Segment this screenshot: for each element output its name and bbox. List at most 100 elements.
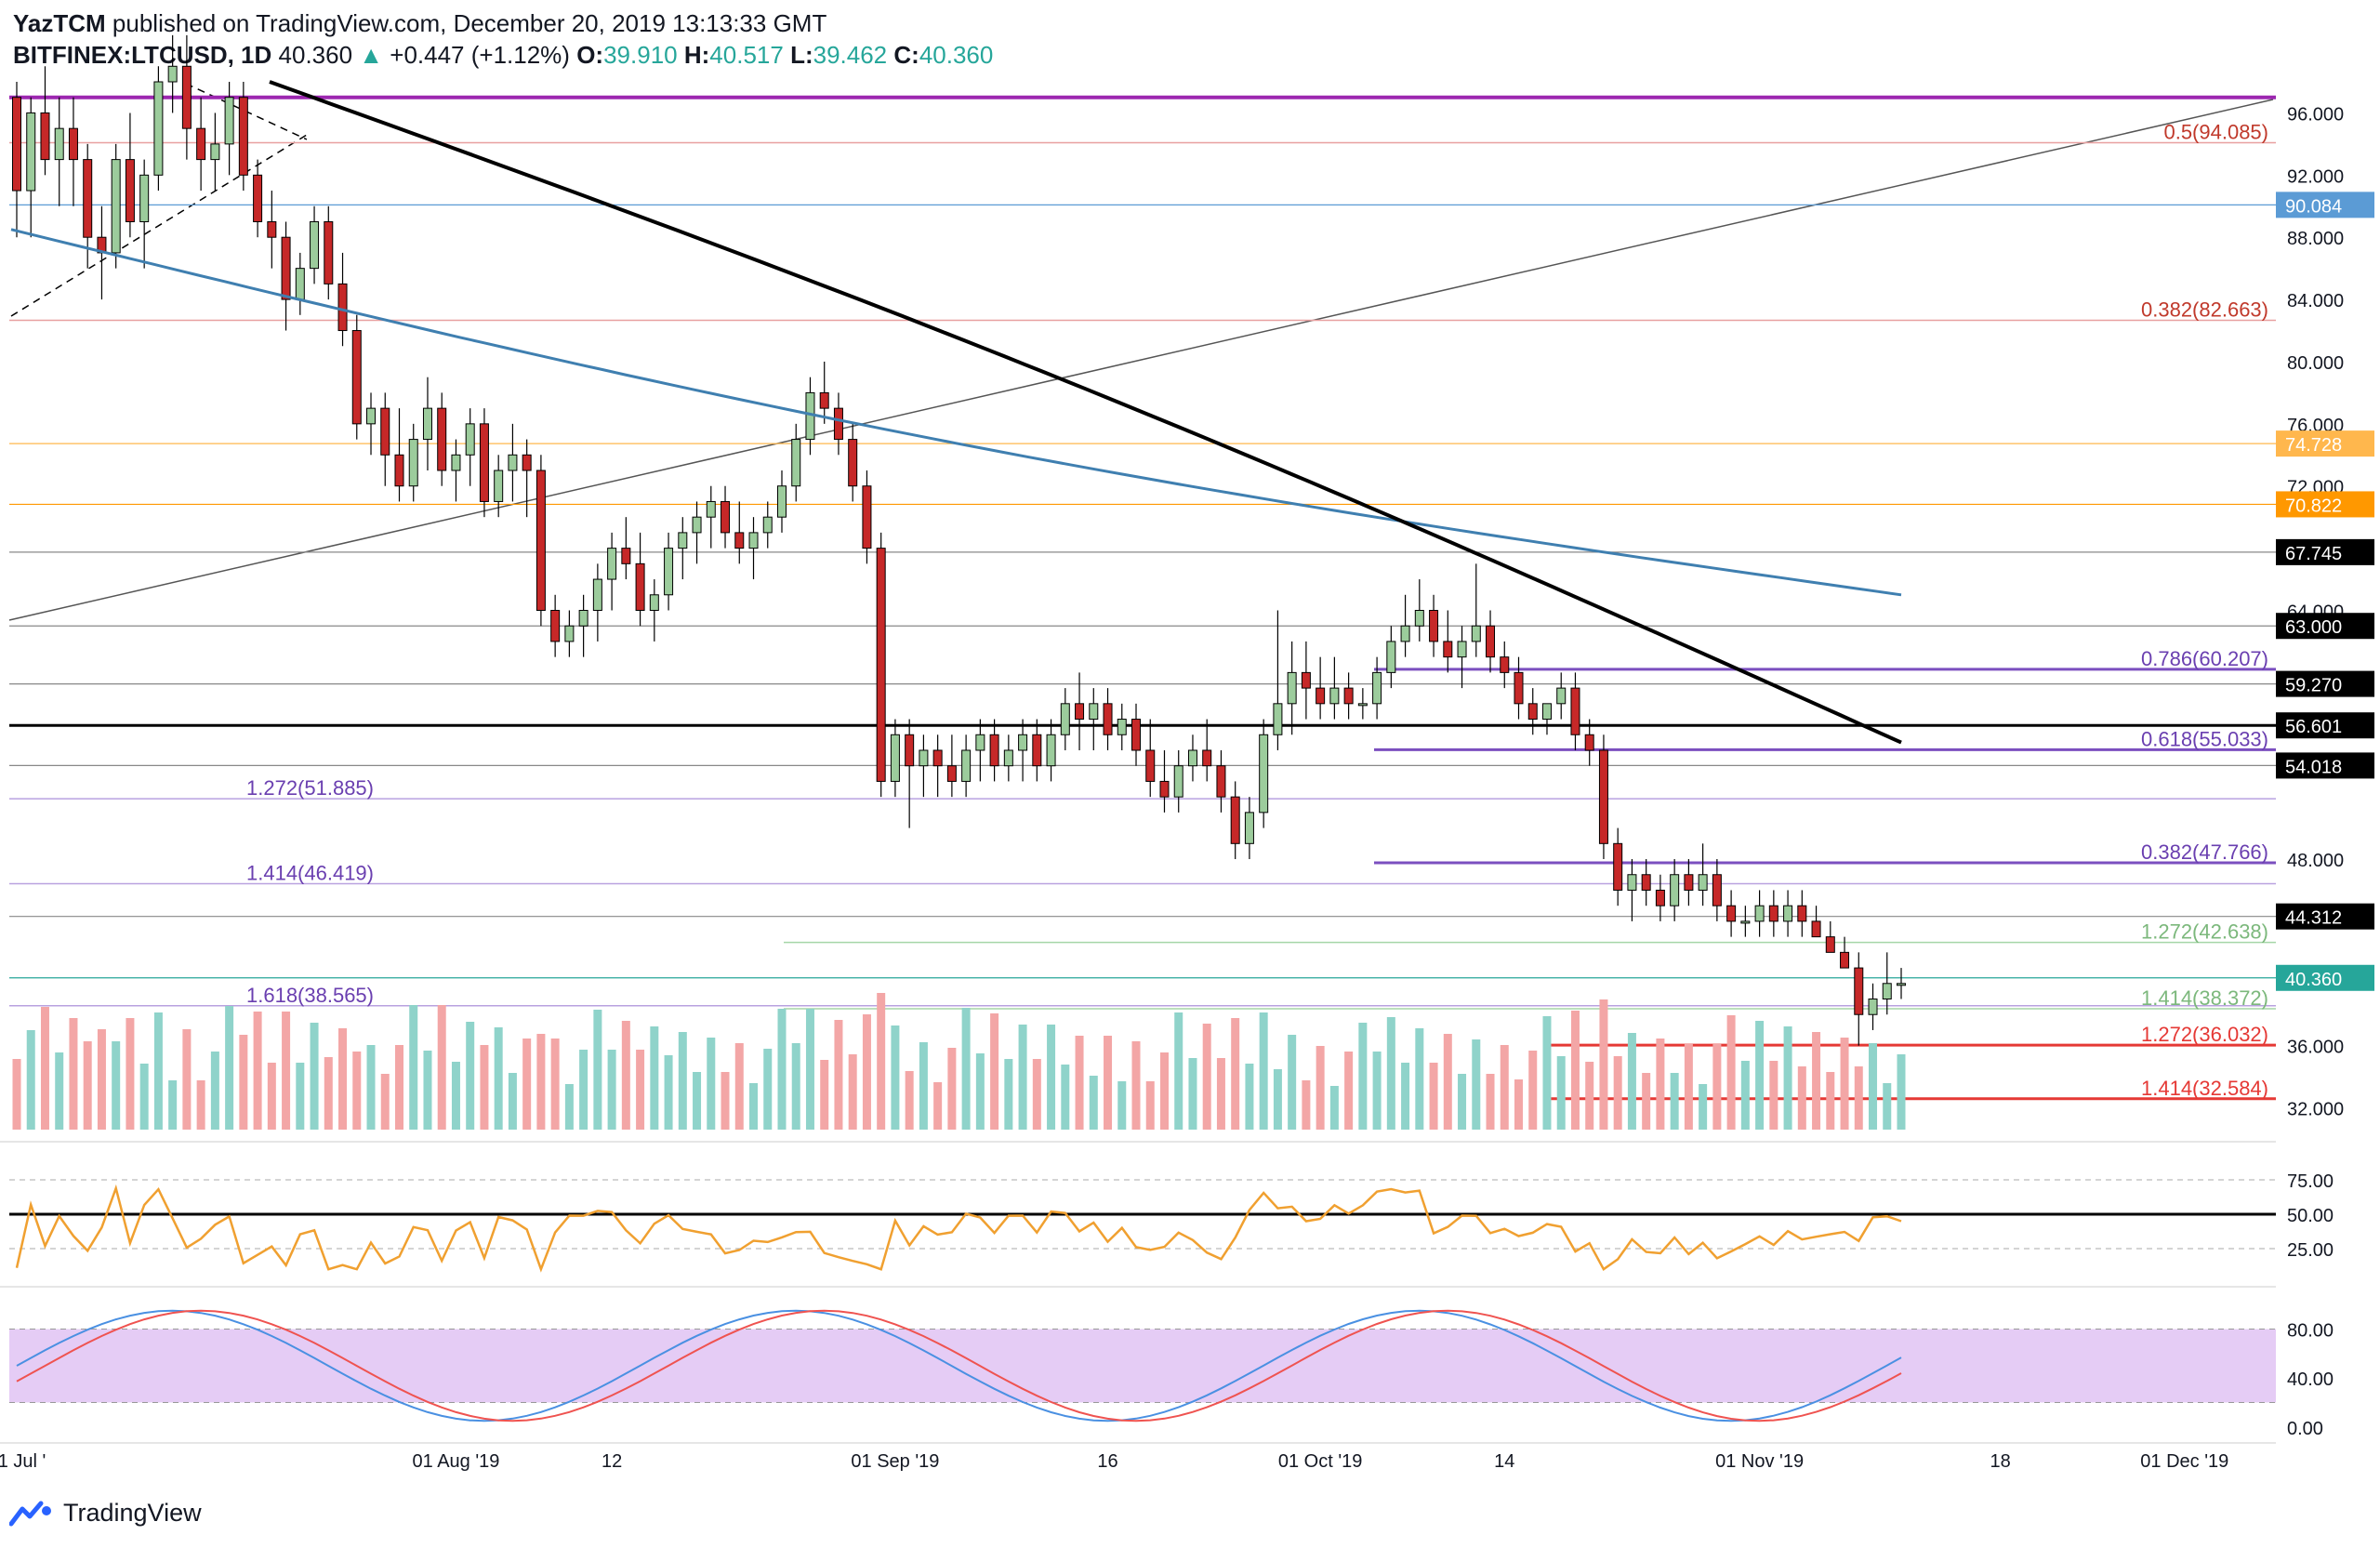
candle-body xyxy=(479,423,489,502)
volume-bar xyxy=(805,1009,814,1130)
volume-bar xyxy=(1273,1069,1282,1130)
candle-body xyxy=(1357,703,1368,707)
volume-bar xyxy=(593,1010,602,1130)
volume-bar xyxy=(182,1029,192,1130)
volume-bar xyxy=(848,1054,857,1130)
candle-body xyxy=(1840,951,1850,969)
price-tick-label: 84.000 xyxy=(2287,291,2344,311)
author-name[interactable]: YazTCM xyxy=(13,9,106,37)
chart-canvas[interactable]: 96.00092.00088.00084.00080.00076.00072.0… xyxy=(0,0,2380,1488)
candle-body xyxy=(1584,734,1594,751)
candle-body xyxy=(1726,905,1737,922)
candle-body xyxy=(196,127,206,161)
volume-bar xyxy=(763,1049,773,1130)
volume-bar xyxy=(380,1074,390,1130)
volume-bar xyxy=(990,1013,999,1130)
volume-bar xyxy=(734,1043,744,1130)
candle-body xyxy=(1386,641,1396,673)
time-tick-label: 01 Jul ' xyxy=(0,1451,46,1472)
fib-level-label: 0.382(82.663) xyxy=(2141,298,2268,321)
volume-bar xyxy=(153,1012,163,1130)
volume-bar xyxy=(947,1048,957,1130)
volume-bar xyxy=(550,1039,560,1130)
fib-level-label: 1.272(42.638) xyxy=(2141,920,2268,944)
candle-body xyxy=(1173,765,1183,798)
volume-bar xyxy=(1627,1033,1636,1130)
last-price: 40.360 xyxy=(278,41,353,69)
candle-body xyxy=(40,112,50,161)
candle-body xyxy=(862,485,872,549)
candle-body xyxy=(324,220,334,284)
price-tick-label: 32.000 xyxy=(2287,1100,2344,1120)
candle-body xyxy=(1329,687,1340,705)
fib-level-label: 0.618(55.033) xyxy=(2141,727,2268,750)
candle-body xyxy=(905,734,915,767)
candle-body xyxy=(181,65,192,129)
volume-bar xyxy=(1613,1056,1622,1130)
high-label: H: xyxy=(683,41,710,69)
volume-bar xyxy=(678,1032,687,1130)
candle-body xyxy=(776,485,787,518)
price-badge xyxy=(2276,903,2374,930)
volume-bar xyxy=(210,1052,219,1130)
price-badge-label: 90.084 xyxy=(2285,196,2342,217)
published-text: published on TradingView.com, December 2… xyxy=(112,9,827,37)
candle-body xyxy=(394,454,404,487)
volume-bar xyxy=(820,1060,829,1130)
time-tick-label: 01 Aug '19 xyxy=(413,1451,500,1472)
time-tick-label: 12 xyxy=(602,1451,622,1472)
candle-body xyxy=(267,220,277,238)
volume-bar xyxy=(1231,1018,1240,1130)
price-badge-label: 67.745 xyxy=(2285,544,2342,564)
candle-body xyxy=(1089,703,1099,721)
candle-body xyxy=(281,236,291,300)
candle-body xyxy=(1754,905,1765,922)
time-tick-label: 01 Sep '19 xyxy=(851,1451,939,1472)
symbol-label[interactable]: BITFINEX:LTCUSD, 1D xyxy=(13,41,272,69)
volume-bar xyxy=(451,1062,460,1130)
volume-bar xyxy=(1740,1061,1750,1130)
volume-bar xyxy=(1004,1059,1013,1130)
candle-body xyxy=(989,734,999,767)
fib-level-label: 0.786(60.207) xyxy=(2141,647,2268,670)
candle-body xyxy=(1598,749,1608,844)
volume-bar xyxy=(225,1006,234,1130)
price-badge xyxy=(2276,712,2374,739)
volume-bar xyxy=(324,1057,333,1130)
candle-body xyxy=(1613,842,1623,891)
volume-bar xyxy=(1472,1039,1481,1130)
candle-body xyxy=(734,532,745,549)
rsi-tick-label: 75.00 xyxy=(2287,1171,2334,1192)
candle-body xyxy=(68,127,78,161)
volume-bar xyxy=(1599,999,1608,1130)
candle-body xyxy=(1400,625,1410,642)
volume-bar xyxy=(905,1071,914,1130)
candle-body xyxy=(1768,905,1778,922)
stoch-tick-label: 40.00 xyxy=(2287,1369,2334,1390)
candle-body xyxy=(111,159,121,254)
price-tick-label: 88.000 xyxy=(2287,229,2344,249)
candle-body xyxy=(1500,656,1510,673)
low-label: L: xyxy=(790,41,813,69)
candle-body xyxy=(522,454,532,471)
candle-body xyxy=(1046,734,1056,767)
volume-bar xyxy=(877,993,886,1130)
candle-body xyxy=(310,220,320,270)
stoch-tick-label: 0.00 xyxy=(2287,1419,2323,1439)
stoch-band xyxy=(9,1329,2276,1403)
volume-bar xyxy=(1783,1026,1792,1130)
candle-body xyxy=(1527,703,1538,721)
volume-bar xyxy=(1259,1012,1268,1130)
candle-body xyxy=(1159,780,1170,798)
candle-body xyxy=(876,548,886,782)
candle-body xyxy=(1627,874,1637,891)
candle-body xyxy=(139,174,150,222)
candle-body xyxy=(550,610,561,642)
price-badge xyxy=(2276,192,2374,218)
volume-bar xyxy=(1344,1052,1354,1130)
tradingview-logo[interactable]: TradingView xyxy=(9,1499,202,1528)
price-badge-label: 54.018 xyxy=(2285,757,2342,777)
high-value: 40.517 xyxy=(709,41,784,69)
candle-body xyxy=(1145,749,1156,782)
candle-body xyxy=(1273,703,1283,735)
